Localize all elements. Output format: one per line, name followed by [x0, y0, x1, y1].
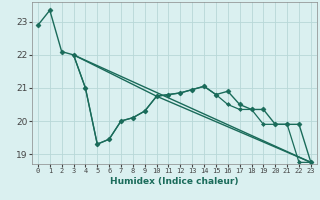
X-axis label: Humidex (Indice chaleur): Humidex (Indice chaleur)	[110, 177, 239, 186]
